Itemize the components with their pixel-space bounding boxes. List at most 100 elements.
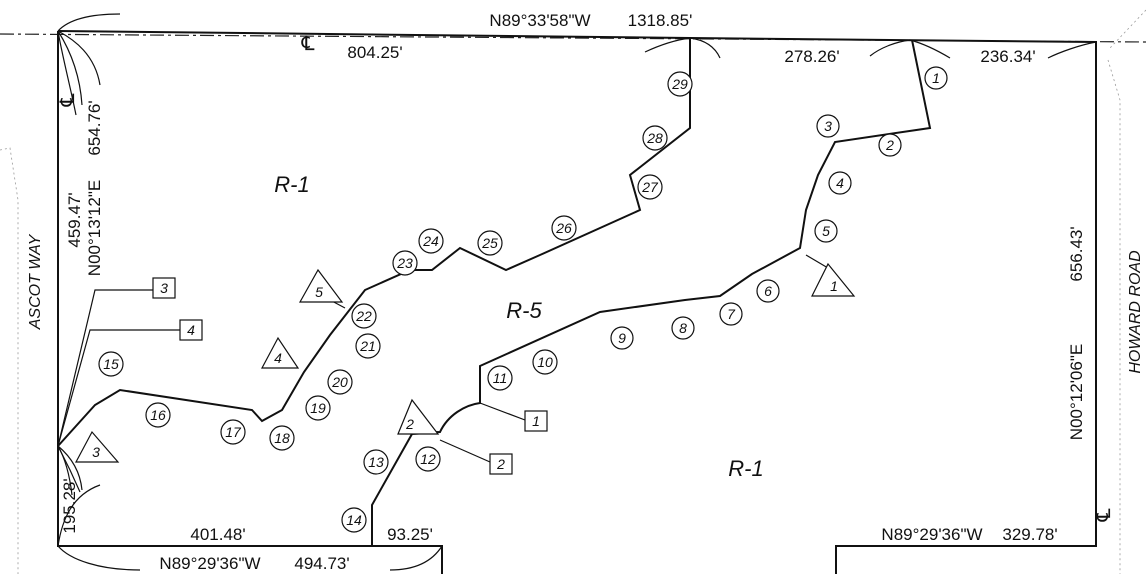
triangle-label-2: 2 bbox=[405, 416, 414, 432]
square-marker-4 bbox=[179, 319, 203, 341]
circle-label-8: 8 bbox=[679, 320, 687, 336]
square-label-1: 1 bbox=[532, 413, 540, 429]
square-label-3: 3 bbox=[160, 280, 168, 296]
top-total-distance: 1318.85' bbox=[628, 11, 693, 30]
zone-label-upper-left: R-1 bbox=[274, 172, 309, 197]
bottom-segment-1: 401.48' bbox=[190, 525, 245, 544]
triangle-label-5: 5 bbox=[315, 284, 323, 300]
dim-arc bbox=[389, 545, 443, 571]
circle-label-6: 6 bbox=[764, 283, 772, 299]
outer-boundary-left bbox=[57, 31, 443, 574]
zone-label-lower-right: R-1 bbox=[728, 456, 763, 481]
circle-label-12: 12 bbox=[420, 451, 436, 467]
circle-marker-24 bbox=[418, 228, 444, 254]
triangle-marker-1 bbox=[811, 262, 856, 297]
dim-arc bbox=[689, 37, 721, 59]
r5-upper-boundary bbox=[57, 38, 691, 447]
circle-label-22: 22 bbox=[355, 308, 372, 324]
circle-marker-29 bbox=[667, 71, 693, 97]
circle-label-1: 1 bbox=[932, 70, 940, 86]
right-distance: 656.43' bbox=[1067, 226, 1086, 281]
circle-marker-11 bbox=[487, 365, 513, 391]
circle-label-28: 28 bbox=[646, 130, 663, 146]
top-centerline-symbol: ℄ bbox=[301, 33, 315, 55]
left-edge-line bbox=[0, 147, 19, 574]
circle-label-20: 20 bbox=[331, 374, 348, 390]
dim-arc bbox=[57, 545, 141, 571]
dim-arc bbox=[57, 30, 83, 106]
dim-arc bbox=[57, 13, 121, 32]
circle-marker-7 bbox=[719, 302, 743, 326]
right-edge-line bbox=[1107, 59, 1121, 574]
corner-curve-line bbox=[1109, 9, 1146, 49]
circle-marker-12 bbox=[415, 446, 441, 472]
triangle-marker-3 bbox=[75, 430, 120, 463]
top-segment-3: 236.34' bbox=[980, 47, 1035, 66]
circle-marker-5 bbox=[814, 219, 838, 243]
leader-square-3 bbox=[57, 289, 153, 447]
circle-label-5: 5 bbox=[822, 223, 830, 239]
circle-marker-16 bbox=[145, 402, 171, 428]
square-marker-2 bbox=[489, 453, 513, 475]
zone-label-center: R-5 bbox=[506, 298, 542, 323]
circle-marker-23 bbox=[392, 250, 418, 276]
circle-label-15: 15 bbox=[103, 356, 119, 372]
dim-arc bbox=[57, 445, 83, 491]
dim-arc bbox=[57, 30, 101, 86]
circle-marker-21 bbox=[355, 333, 381, 359]
left-lower-distance: 195.28' bbox=[60, 478, 79, 533]
bottom-right-distance: 329.78' bbox=[1002, 525, 1057, 544]
triangle-label-3: 3 bbox=[92, 444, 100, 460]
top-bearing: N89°33'58"W bbox=[489, 11, 590, 30]
leader-square-4 bbox=[57, 329, 190, 447]
circle-label-2: 2 bbox=[885, 137, 894, 153]
square-marker-3 bbox=[152, 277, 176, 299]
right-bearing: N00°12'06"E bbox=[1067, 344, 1086, 440]
circle-marker-1 bbox=[924, 66, 948, 90]
triangle-label-4: 4 bbox=[274, 350, 282, 366]
circle-marker-18 bbox=[269, 425, 295, 451]
circle-marker-20 bbox=[327, 369, 353, 395]
square-marker-1 bbox=[524, 410, 548, 432]
circle-marker-2 bbox=[878, 133, 902, 157]
left-centerline-symbol: ℄ bbox=[57, 93, 79, 107]
dim-arc bbox=[909, 39, 951, 59]
circle-label-27: 27 bbox=[641, 179, 659, 195]
circle-label-21: 21 bbox=[359, 338, 376, 354]
bottom-right-bearing: N89°29'36"W bbox=[881, 525, 982, 544]
circle-marker-3 bbox=[816, 114, 840, 138]
circle-label-3: 3 bbox=[824, 118, 832, 134]
bottom-segment-2: 93.25' bbox=[387, 525, 433, 544]
circle-label-13: 13 bbox=[368, 454, 384, 470]
circle-marker-25 bbox=[477, 230, 503, 256]
circle-label-17: 17 bbox=[225, 424, 242, 440]
square-label-2: 2 bbox=[496, 456, 505, 472]
circle-label-18: 18 bbox=[274, 430, 290, 446]
circle-marker-22 bbox=[351, 303, 377, 329]
dim-arc bbox=[644, 37, 691, 53]
triangle-marker-2 bbox=[397, 398, 440, 435]
leader-square-2 bbox=[439, 439, 491, 463]
left-upper-distance: 654.76' bbox=[85, 100, 104, 155]
circle-marker-9 bbox=[610, 326, 634, 350]
triangle-marker-5 bbox=[298, 268, 344, 303]
circle-label-23: 23 bbox=[396, 255, 413, 271]
dim-arc bbox=[57, 484, 101, 547]
circle-label-24: 24 bbox=[422, 233, 439, 249]
circle-marker-14 bbox=[341, 507, 367, 533]
circle-marker-27 bbox=[637, 174, 663, 200]
r5-lower-boundary bbox=[371, 39, 932, 524]
circle-label-25: 25 bbox=[481, 235, 498, 251]
triangle-label-1: 1 bbox=[830, 278, 838, 294]
outer-boundary-right bbox=[57, 30, 1097, 574]
triangle-marker-4 bbox=[261, 336, 300, 369]
circle-label-9: 9 bbox=[618, 330, 626, 346]
circle-label-29: 29 bbox=[671, 76, 688, 92]
circle-marker-28 bbox=[642, 125, 668, 151]
bottom-total-distance: 494.73' bbox=[294, 554, 349, 573]
top-segment-2: 278.26' bbox=[784, 47, 839, 66]
circle-label-4: 4 bbox=[836, 175, 844, 191]
circle-marker-8 bbox=[671, 316, 695, 340]
